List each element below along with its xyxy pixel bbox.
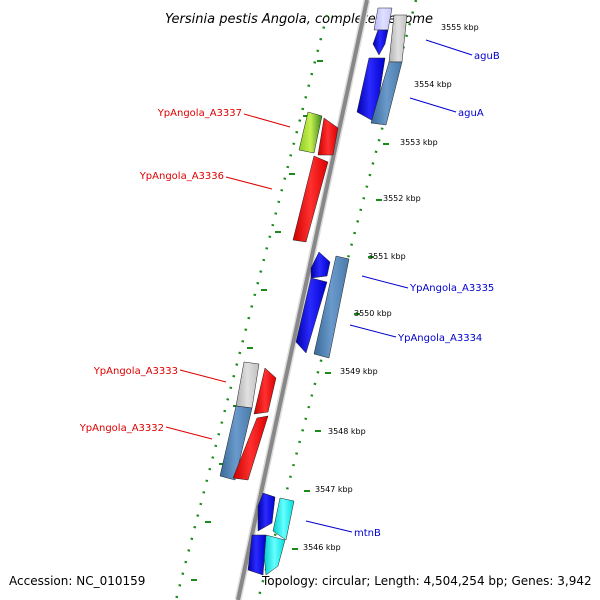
gene-YpAngola-A3336[interactable] [292, 155, 329, 243]
tick-label: 3553 kbp [400, 138, 438, 147]
label-leaders [165, 39, 473, 533]
topology-summary: Topology: circular; Length: 4,504,254 bp… [262, 574, 592, 588]
gene-label-YpAngola-A3332[interactable]: YpAngola_A3332 [79, 423, 164, 434]
gene-YpAngola-A3337[interactable] [298, 111, 323, 154]
tick-label: 3552 kbp [383, 194, 421, 203]
tick-label: 3546 kbp [303, 543, 341, 552]
gene-label-YpAngola-A3337[interactable]: YpAngola_A3337 [157, 108, 242, 119]
tick-label: 3549 kbp [340, 367, 378, 376]
tick-labels: 3555 kbp 3554 kbp 3553 kbp 3552 kbp 3551… [303, 23, 479, 552]
gene-YpAngola-A3335[interactable] [310, 251, 331, 279]
gene-mtnB[interactable] [263, 534, 286, 576]
tick-label: 3554 kbp [414, 80, 452, 89]
gene-YpAngola-A3333-grey[interactable] [235, 361, 260, 409]
tick-label: 3550 kbp [354, 309, 392, 318]
gene-mtnB-upper[interactable] [257, 492, 276, 532]
gene-label-YpAngola-A3336[interactable]: YpAngola_A3336 [139, 171, 224, 182]
reverse-genes [219, 111, 339, 481]
gene-YpAngola-A3335-strand[interactable] [313, 255, 350, 359]
gene-labels: aguB aguA YpAngola_A3337 YpAngola_A3336 … [79, 51, 500, 539]
tick-label: 3551 kbp [368, 252, 406, 261]
gene-label-aguA[interactable]: aguA [458, 108, 484, 119]
forward-genes [247, 7, 408, 576]
backbone [236, 0, 369, 600]
tick-label: 3548 kbp [328, 427, 366, 436]
gene-YpAngola-A3337-red[interactable] [317, 117, 339, 156]
gene-label-YpAngola-A3333[interactable]: YpAngola_A3333 [93, 366, 178, 377]
gene-mtnB-lower[interactable] [247, 534, 267, 576]
gene-YpAngola-A3334[interactable] [295, 277, 328, 354]
gene-aguA-strand[interactable] [370, 61, 403, 126]
gene-aguB[interactable] [372, 29, 389, 56]
gene-YpAngola-A3333[interactable] [253, 367, 277, 415]
gene-mtnB-cyan[interactable] [272, 497, 295, 541]
gene-label-YpAngola-A3334[interactable]: YpAngola_A3334 [397, 333, 482, 344]
gene-YpAngola-A3332[interactable] [232, 415, 269, 481]
gene-YpAngola-A3332-steel[interactable] [219, 405, 253, 481]
tick-label: 3547 kbp [315, 485, 353, 494]
gene-label-mtnB[interactable]: mtnB [354, 528, 381, 539]
gene-label-YpAngola-A3335[interactable]: YpAngola_A3335 [409, 283, 494, 294]
gene-label-aguB[interactable]: aguB [474, 51, 500, 62]
accession-text: Accession: NC_010159 [9, 574, 146, 588]
tick-label: 3555 kbp [441, 23, 479, 32]
